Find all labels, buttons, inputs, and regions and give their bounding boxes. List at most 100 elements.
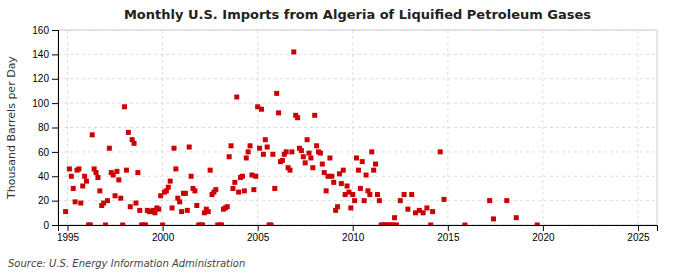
grid	[58, 30, 657, 225]
point	[246, 149, 251, 154]
x-axis-line	[59, 226, 658, 232]
chart: 1995200020052010201520202025020406080100…	[0, 0, 675, 275]
point	[270, 152, 275, 157]
point	[135, 170, 140, 175]
y-tick-mark	[52, 176, 58, 177]
point	[73, 199, 78, 204]
point	[320, 162, 325, 167]
point	[183, 191, 188, 196]
point	[263, 137, 268, 142]
point	[105, 198, 110, 203]
point	[491, 216, 496, 221]
point	[234, 95, 239, 100]
y-tick-label: 140	[32, 49, 49, 60]
point	[94, 170, 99, 175]
x-tick: 2015	[437, 225, 460, 243]
point	[369, 149, 374, 154]
y-tick: 0	[43, 220, 58, 231]
point	[291, 49, 296, 54]
x-grid-line	[637, 30, 638, 225]
x-tick-mark	[353, 225, 354, 231]
x-tick-label: 2015	[437, 232, 460, 243]
point	[227, 154, 232, 159]
point	[360, 159, 365, 164]
point	[156, 207, 161, 212]
x-tick-label: 2025	[627, 232, 650, 243]
point	[371, 168, 376, 173]
point	[354, 155, 359, 160]
point	[301, 154, 306, 159]
point	[295, 115, 300, 120]
point	[299, 148, 304, 153]
x-tick-label: 2005	[247, 232, 270, 243]
point	[71, 186, 76, 191]
y-tick-mark	[52, 128, 58, 129]
x-axis: 1995200020052010201520202025	[57, 225, 658, 243]
x-tick-label: 2000	[152, 232, 175, 243]
point	[373, 162, 378, 167]
point	[487, 198, 492, 203]
point	[339, 181, 344, 186]
y-axis-title: Thousand Barrels per Day	[5, 56, 18, 200]
point	[213, 187, 218, 192]
point	[126, 130, 131, 135]
point	[114, 169, 119, 174]
y-grid-line	[58, 103, 657, 104]
point	[240, 174, 245, 179]
x-tick: 2020	[532, 225, 555, 243]
x-tick: 1995	[57, 225, 80, 243]
point	[137, 208, 142, 213]
point	[303, 160, 308, 165]
point	[225, 204, 230, 209]
y-tick-label: 160	[32, 25, 49, 36]
point	[95, 175, 100, 180]
point	[177, 199, 182, 204]
point	[160, 223, 165, 226]
x-tick-mark	[258, 225, 259, 231]
y-grid-line	[58, 127, 657, 128]
point	[118, 196, 123, 201]
y-grid-line	[58, 78, 657, 79]
point	[421, 210, 426, 215]
x-tick-mark	[543, 225, 544, 231]
point	[208, 168, 213, 173]
y-tick-label: 100	[32, 98, 49, 109]
point	[462, 223, 467, 226]
point	[78, 201, 83, 206]
point	[259, 107, 264, 112]
y-grid-line	[58, 151, 657, 152]
point	[341, 168, 346, 173]
point	[132, 141, 137, 146]
point	[375, 192, 380, 197]
y-tick: 40	[38, 171, 58, 182]
x-grid-line	[542, 30, 543, 225]
point	[113, 193, 118, 198]
x-grid-line	[67, 30, 68, 225]
point	[103, 223, 108, 226]
y-tick-label: 80	[38, 122, 50, 133]
point	[261, 152, 266, 157]
point	[122, 104, 127, 109]
point	[398, 198, 403, 203]
point	[276, 110, 281, 115]
y-axis-line	[52, 31, 59, 226]
point	[63, 209, 68, 214]
point	[116, 177, 121, 182]
y-tick: 60	[38, 147, 58, 158]
point	[206, 209, 211, 214]
point	[405, 207, 410, 212]
point	[438, 149, 443, 154]
x-tick-mark	[448, 225, 449, 231]
point	[173, 166, 178, 171]
y-grid-line	[58, 176, 657, 177]
point	[236, 190, 241, 195]
point	[185, 208, 190, 213]
point	[120, 223, 125, 226]
point	[268, 223, 273, 226]
points	[63, 49, 540, 225]
point	[272, 186, 277, 191]
point	[335, 204, 340, 209]
y-axis: 020406080100120140160	[32, 25, 58, 231]
point	[253, 174, 258, 179]
point	[345, 184, 350, 189]
